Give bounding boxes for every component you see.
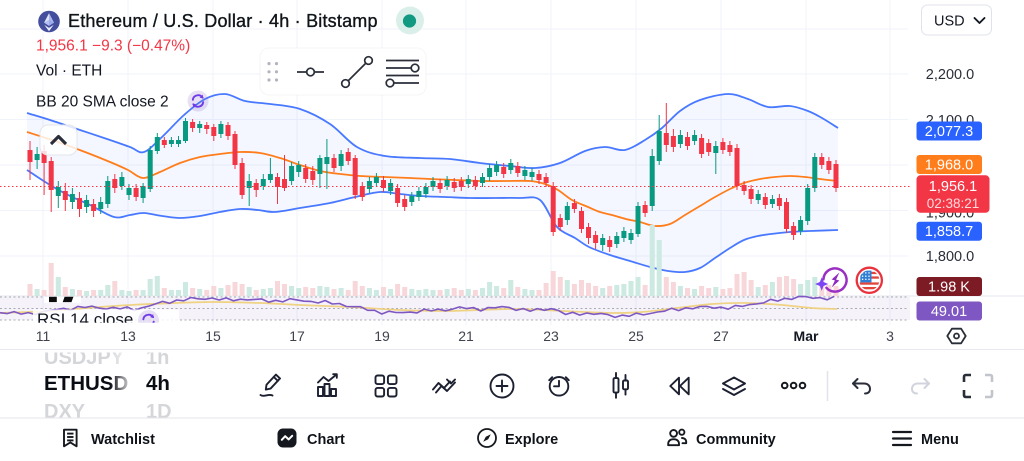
svg-text:02:38:21: 02:38:21 xyxy=(927,196,980,211)
svg-text:Chart: Chart xyxy=(307,432,345,448)
svg-text:Mar: Mar xyxy=(794,328,819,344)
svg-text:BB 20 SMA close 2: BB 20 SMA close 2 xyxy=(36,94,169,111)
svg-text:ETHUSD: ETHUSD xyxy=(44,372,128,395)
svg-text:19: 19 xyxy=(374,328,390,344)
svg-text:3: 3 xyxy=(886,328,894,344)
svg-text:RSI 14 close: RSI 14 close xyxy=(37,310,133,329)
svg-text:USDJPY: USDJPY xyxy=(44,347,125,369)
svg-text:1,968.0: 1,968.0 xyxy=(925,158,973,174)
svg-text:2,077.3: 2,077.3 xyxy=(925,124,973,140)
svg-text:11: 11 xyxy=(36,328,51,344)
svg-text:49.01: 49.01 xyxy=(931,304,967,320)
svg-text:1,800.0: 1,800.0 xyxy=(926,249,974,265)
svg-text:Explore: Explore xyxy=(505,432,558,448)
svg-text:1,956.1: 1,956.1 xyxy=(929,179,977,195)
svg-text:Watchlist: Watchlist xyxy=(91,432,155,448)
svg-text:15: 15 xyxy=(205,328,221,344)
svg-text:4h: 4h xyxy=(146,372,170,395)
svg-text:13: 13 xyxy=(120,328,136,344)
svg-text:17: 17 xyxy=(289,328,305,344)
svg-text:Vol · ETH: Vol · ETH xyxy=(36,63,102,80)
svg-text:Community: Community xyxy=(696,432,776,448)
svg-text:USD: USD xyxy=(934,14,965,30)
svg-text:27: 27 xyxy=(713,328,729,344)
svg-text:1,858.7: 1,858.7 xyxy=(925,224,973,240)
svg-text:1h: 1h xyxy=(146,347,169,369)
svg-text:25: 25 xyxy=(628,328,644,344)
svg-text:Menu: Menu xyxy=(921,432,959,448)
svg-text:2,200.0: 2,200.0 xyxy=(926,67,974,83)
svg-text:Ethereum / U.S. Dollar · 4h ·: Ethereum / U.S. Dollar · 4h · Bitstamp xyxy=(68,11,378,31)
svg-text:1,956.1 −9.3 (−0.47%): 1,956.1 −9.3 (−0.47%) xyxy=(36,38,190,55)
svg-text:1.98 K: 1.98 K xyxy=(928,280,970,296)
svg-text:21: 21 xyxy=(458,328,474,344)
svg-text:23: 23 xyxy=(543,328,559,344)
